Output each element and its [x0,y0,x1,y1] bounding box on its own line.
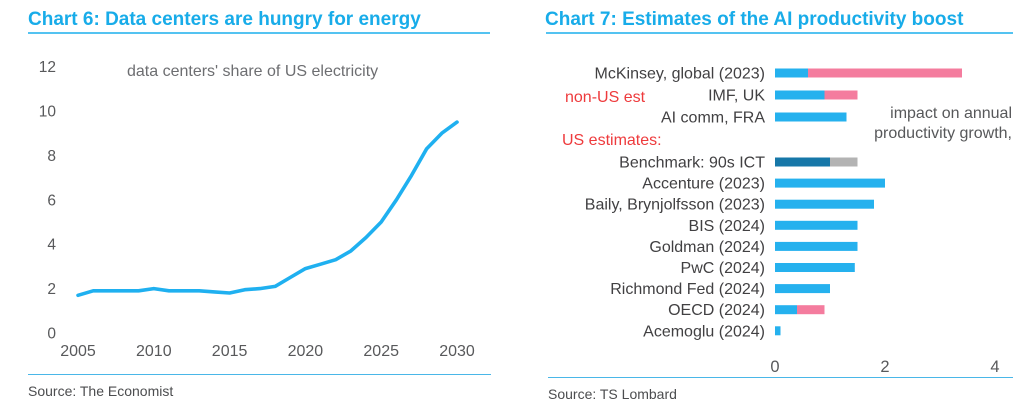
bar-segment [775,263,855,272]
bar-segment [775,220,858,230]
x-tick-label: 0 [770,358,779,376]
bar-row-label: Accenture (2023) [642,176,765,193]
y-tick-label: 4 [47,237,56,254]
y-tick-label: 10 [39,104,57,121]
bar-row-label: Richmond Fed (2024) [610,281,765,298]
x-tick-label: 4 [990,358,999,376]
chart7-impact-annotation: impact on annual productivity growth, [858,104,1012,144]
chart7-label-us: US estimates: [562,132,662,149]
bar-row-label: Benchmark: 90s ICT [619,155,765,172]
bar-row-label: Baily, Brynjolfsson (2023) [585,197,765,214]
chart6-footer-rule [28,374,491,375]
chart7-title-underline [546,32,1013,34]
bar-row-label: IMF, UK [708,88,765,105]
y-tick-label: 0 [47,326,56,343]
bar-segment [775,284,830,294]
chart7-title: Chart 7: Estimates of the AI productivit… [545,9,964,30]
bar-segment [808,68,962,78]
bar-segment [775,326,781,336]
chart7-footer-rule [548,377,1013,378]
bar-segment [775,112,847,122]
bar-segment [824,90,858,100]
chart7-bar-chart: McKinsey, global (2023) IMF, UK AI comm, F… [585,66,1000,377]
x-tick-label: 2005 [60,343,96,360]
bar-row-label: AI comm, FRA [661,110,765,127]
x-tick-label: 2015 [212,343,248,360]
bar-row-label: McKinsey, global (2023) [595,66,765,83]
electricity-share-line [76,120,459,298]
chart7-impact-annotation-line2: productivity growth, [874,125,1012,142]
chart7-source: Source: TS Lombard [548,386,677,402]
x-tick-label: 2020 [288,343,324,360]
bar-segment [830,157,858,167]
x-tick-label: 2030 [439,343,475,360]
bar-segment [775,68,808,78]
x-tick-label: 2010 [136,343,172,360]
chart6-line-chart: 0 2 4 6 8 10 12 2005 2010 2015 2020 2025 2030 [39,59,475,360]
chart7-label-non-us: non-US est [565,89,646,106]
chart6-title: Chart 6: Data centers are hungry for ene… [28,9,421,30]
y-tick-label: 2 [47,281,56,298]
x-tick-label: 2 [880,358,889,376]
bar-segment [775,305,797,315]
bar-segment [775,157,830,167]
chart6-title-underline [28,32,490,34]
bar-row-label: OECD (2024) [668,302,765,319]
chart6-source: Source: The Economist [28,383,174,399]
y-tick-label: 6 [47,192,56,209]
y-tick-label: 8 [47,148,56,165]
x-tick-label: 2025 [363,343,399,360]
bar-row-label: BIS (2024) [689,218,765,235]
bar-segment [775,178,885,188]
chart7-impact-annotation-line1: impact on annual [890,105,1012,122]
chart6-annotation: data centers' share of US electricity [127,63,379,80]
bar-segment [775,199,874,209]
bar-row-label: Goldman (2024) [649,239,765,256]
y-tick-label: 12 [39,59,56,76]
bar-segment [797,305,825,315]
bar-segment [775,90,825,100]
bar-segment [775,241,858,251]
bar-row-label: PwC (2024) [681,260,765,277]
bar-row-label: Acemoglu (2024) [643,323,765,340]
